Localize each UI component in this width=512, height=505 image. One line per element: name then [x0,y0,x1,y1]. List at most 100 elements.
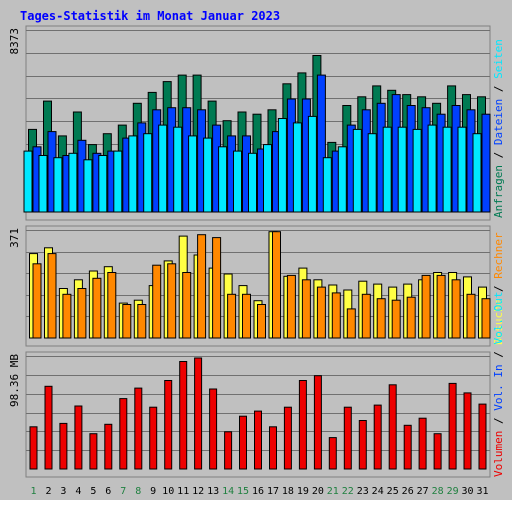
bar-rechner-day-28 [436,274,446,339]
x-tick-label: 31 [476,486,488,497]
bar-rechner-day-18 [286,274,296,339]
legend-separator: / [492,79,505,99]
bar-seiten-day-16 [248,152,257,213]
legend-separator: / [492,145,505,165]
bar-rechner-day-23 [361,293,371,339]
x-tick-label: 20 [312,486,324,497]
bar-rechner-day-15 [242,293,251,339]
bar-volumen-day-24 [373,404,382,470]
bar-rechner-day-29 [451,279,461,339]
x-tick-label: 23 [357,486,369,497]
bar-volumen-day-4 [74,405,83,470]
x-tick-label: 17 [267,486,279,497]
bar-volumen-day-30 [463,392,472,470]
x-tick-label: 19 [297,486,309,497]
bar-volumen-day-5 [89,433,98,470]
bar-volumen-day-21 [328,437,337,470]
bar-seiten-day-14 [218,146,228,213]
bar-volumen-day-29 [448,382,457,470]
bar-rechner-day-31 [481,298,491,339]
bar-rechner-day-16 [257,304,266,339]
bar-volumen-day-8 [134,387,143,470]
x-tick-label: 16 [252,486,264,497]
bar-volumen-day-16 [254,410,262,470]
chart-title: Tages-Statistik im Monat Januar 2023 [20,9,280,23]
legend-item-vol-in: Vol. In [492,364,505,410]
x-tick-label: 24 [372,486,384,497]
bar-seiten-day-7 [113,150,123,213]
y-max-label: 8373 [8,28,21,55]
bar-rechner-day-21 [331,292,341,339]
bar-seiten-day-5 [83,159,93,213]
bar-rechner-day-13 [212,237,222,339]
legend-separator: / [492,345,505,365]
bar-seiten-day-19 [292,122,302,213]
bar-volumen-day-23 [358,420,367,470]
bar-rechner-day-8 [137,304,147,339]
bar-seiten-day-10 [158,124,168,213]
bar-volumen-day-10 [164,380,173,470]
x-tick-label: 30 [461,486,473,497]
x-tick-label: 21 [327,486,339,497]
bar-volumen-day-12 [194,357,203,470]
visits-panel: 371 [8,225,491,347]
x-tick-label: 22 [342,486,354,497]
x-axis-labels: 1 2 3 4 5 6 7 8 9 10 11 12 13 14 15 16 17 18 19 20 21 22 23 24 2… [30,486,488,497]
bar-seiten-day-21 [322,157,332,213]
bar-rechner-day-10 [167,263,177,339]
bar-dateien-day-31 [481,113,491,213]
legend-item-besuche: Besuche [492,299,505,345]
bar-rechner-day-19 [301,279,311,339]
x-tick-label: 7 [120,486,126,497]
bar-volumen-day-13 [209,388,218,470]
volume-panel: 98.36 MB [8,351,491,478]
legend-item-rechner: Rechner [492,232,505,279]
legend-item-anfragen: Anfragen [492,165,505,218]
bar-volumen-day-18 [283,406,292,470]
bar-volumen-day-17 [269,426,277,470]
bar-volumen-day-26 [403,424,412,470]
x-tick-label: 25 [387,486,399,497]
x-tick-label: 12 [192,486,204,497]
hits-panel: 8373 [8,25,491,221]
bar-volumen-day-7 [119,398,128,470]
bar-rechner-day-12 [197,234,207,339]
legend-item-dateien: Dateien [492,99,505,145]
x-tick-label: 18 [282,486,294,497]
bar-rechner-day-24 [376,298,386,339]
bar-seiten-day-6 [98,155,108,213]
bar-volumen-day-14 [224,431,233,470]
bar-volumen-day-27 [418,417,427,470]
bar-seiten-day-26 [397,126,407,213]
bar-rechner-day-3 [62,293,72,339]
x-tick-label: 27 [417,486,429,497]
bar-rechner-day-30 [466,293,476,339]
bar-seiten-day-4 [68,152,78,213]
x-tick-label: 1 [30,486,36,497]
x-tick-label: 15 [237,486,249,497]
bar-rechner-day-7 [122,304,132,339]
bar-seiten-day-30 [457,126,467,213]
bar-seiten-day-29 [442,126,452,213]
bar-seiten-day-28 [427,124,437,213]
bar-rechner-day-26 [406,296,416,339]
x-tick-label: 10 [162,486,174,497]
x-tick-label: 28 [432,486,444,497]
x-tick-label: 5 [90,486,96,497]
bar-dateien-day-20 [316,74,326,213]
bar-rechner-day-22 [346,308,356,339]
bar-seiten-day-24 [367,133,377,213]
bar-seiten-day-25 [382,126,392,213]
bar-seiten-day-22 [337,146,347,213]
bar-seiten-day-11 [173,126,183,213]
x-tick-label: 13 [207,486,219,497]
bar-seiten-day-18 [277,118,287,213]
bar-volumen-day-3 [59,422,68,470]
bar-rechner-day-20 [316,286,326,339]
chart-panels: 8373 371 98.36 MB [8,25,491,478]
y-max-label: 98.36 MB [8,354,21,407]
bar-rechner-day-2 [47,253,57,339]
bar-rechner-day-25 [391,299,401,339]
